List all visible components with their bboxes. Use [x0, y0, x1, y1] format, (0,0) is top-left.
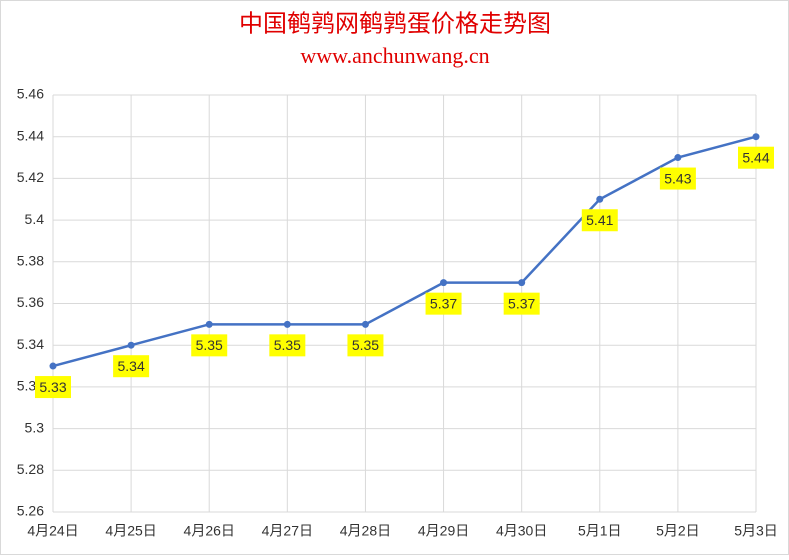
point [752, 133, 760, 141]
data-label: 5.44 [742, 149, 769, 165]
x-tick-label: 4月29日 [418, 523, 469, 539]
line [52, 135, 757, 368]
label-box [581, 209, 618, 232]
label-box [269, 334, 306, 357]
x-tick-label: 4月28日 [340, 523, 391, 539]
label-box [113, 355, 150, 378]
y-tick-label: 5.34 [17, 336, 44, 352]
data-label: 5.37 [430, 295, 457, 311]
chart-title: 中国鹌鹑网鹌鹑蛋价格走势图 [239, 11, 551, 38]
data-label: 5.34 [117, 358, 144, 374]
label-box [347, 334, 384, 357]
point [127, 341, 135, 349]
point [674, 154, 682, 162]
label-box [425, 292, 462, 315]
point [596, 195, 604, 203]
data-label: 5.35 [196, 337, 223, 353]
chart-subtitle: www.anchunwang.cn [300, 43, 489, 68]
point [440, 279, 448, 287]
data-label: 5.41 [586, 212, 613, 228]
label-box [35, 376, 71, 399]
x-tick-label: 4月24日 [27, 523, 78, 539]
x-tick-label: 5月2日 [656, 523, 700, 539]
point [361, 320, 369, 328]
label-box [738, 146, 774, 169]
data-label: 5.35 [352, 337, 379, 353]
y-tick-label: 5.28 [17, 461, 44, 477]
y-tick-label: 5.36 [17, 294, 44, 310]
point [205, 320, 213, 328]
label-box [191, 334, 228, 357]
data-label: 5.35 [274, 337, 301, 353]
x-tick-label: 4月25日 [105, 523, 156, 539]
data-label: 5.43 [664, 170, 691, 186]
y-tick-label: 5.26 [17, 503, 44, 519]
label-box [503, 292, 540, 315]
point [518, 279, 526, 287]
y-tick-label: 5.38 [17, 253, 44, 269]
label-box [659, 167, 696, 190]
point [283, 320, 291, 328]
y-tick-label: 5.44 [17, 127, 44, 143]
x-tick-label: 4月26日 [184, 523, 235, 539]
y-tick-label: 5.42 [17, 169, 44, 185]
x-tick-label: 4月27日 [262, 523, 313, 539]
x-tick-label: 4月30日 [496, 523, 547, 539]
y-tick-label: 5.3 [25, 419, 45, 435]
x-tick-label: 5月1日 [578, 523, 622, 539]
y-tick-label: 5.4 [25, 211, 45, 227]
data-label: 5.37 [508, 295, 535, 311]
y-tick-label: 5.46 [17, 86, 44, 102]
x-tick-label: 5月3日 [734, 523, 778, 539]
point [49, 362, 57, 370]
data-label: 5.33 [39, 379, 66, 395]
